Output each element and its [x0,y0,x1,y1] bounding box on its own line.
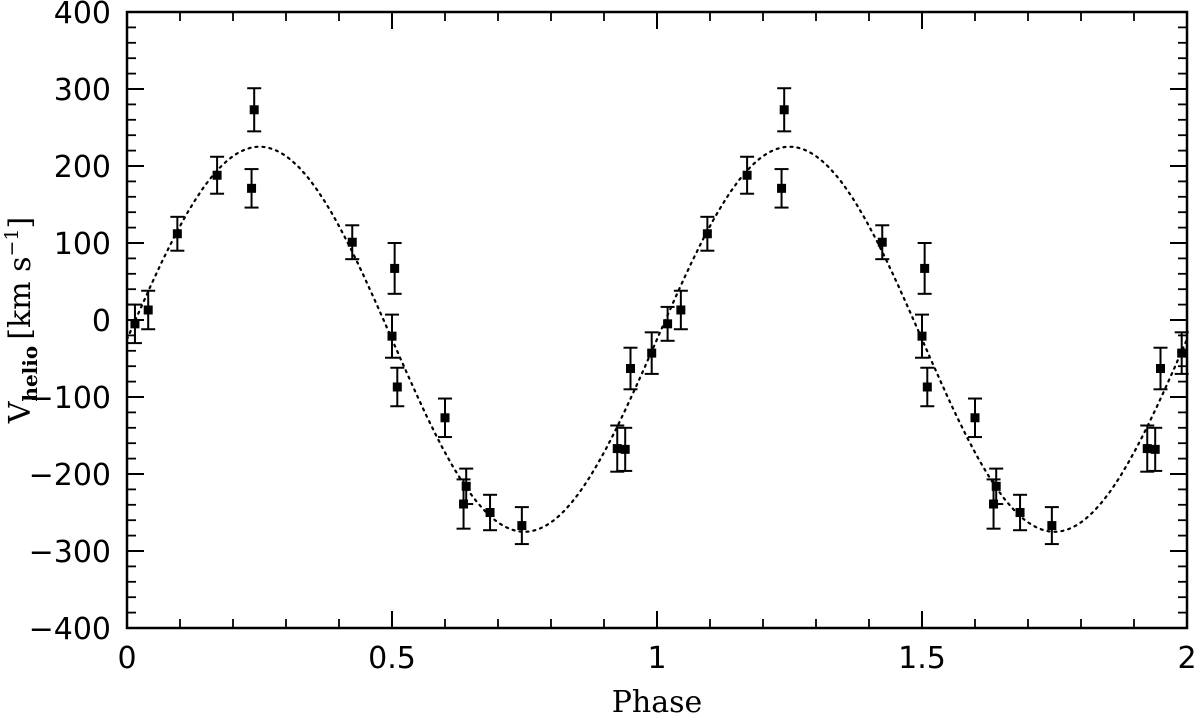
data-point [644,331,659,375]
y-axis-subscript: helio [18,346,42,402]
point-marker [612,444,622,454]
point-marker [742,170,752,180]
point-marker [517,521,527,531]
point-marker [663,319,673,329]
point-marker [461,481,471,491]
x-axis-title: Phase [612,685,703,716]
data-point [127,303,142,345]
data-point [483,493,498,532]
point-marker [347,237,357,247]
data-point [1148,426,1163,472]
point-marker [247,183,257,193]
y-axis-title: Vhelio [km s−1] [1,217,42,425]
data-point [673,289,688,331]
data-point [660,305,675,342]
data-point [917,242,932,295]
y-tick-label: −100 [29,381,111,416]
data-point [1013,493,1028,532]
x-tick-label: 2 [1177,641,1196,676]
axis-ticks-layer [126,11,1188,629]
point-marker [130,319,140,329]
point-marker [777,183,787,193]
y-axis-bracket-close: ] [3,217,38,229]
data-point [438,397,452,439]
fit-curve-layer [125,145,1189,533]
data-point [618,426,633,472]
y-axis-symbol: V [3,400,38,424]
point-marker [392,382,402,392]
fit-curve [125,145,1189,533]
point-marker [172,229,182,239]
y-tick-label: −200 [29,458,111,493]
y-tick-label: 300 [54,73,111,108]
data-point [1153,346,1168,391]
y-tick-label: 400 [54,0,111,31]
x-tick-label: 1 [647,641,666,676]
data-point [777,87,792,133]
point-marker [920,263,930,273]
x-tick-label: 0 [117,641,136,676]
point-marker [991,481,1001,491]
point-marker [676,305,686,315]
data-point [915,313,929,359]
y-tick-label: −300 [29,535,111,570]
point-marker [1142,444,1152,454]
point-marker [1156,364,1165,374]
point-marker [212,170,222,180]
data-point [459,467,474,506]
point-marker [620,444,630,454]
point-marker [702,229,712,239]
x-tick-label: 1.5 [898,641,946,676]
point-marker [1177,348,1187,358]
point-marker [917,331,927,341]
data-point [875,224,890,261]
data-point [210,155,225,195]
point-marker [1047,521,1057,531]
point-marker [1150,444,1160,454]
point-marker [626,364,635,374]
y-axis-bracket-open: [ [3,328,38,340]
point-marker [1015,508,1025,517]
data-point [514,506,529,546]
data-point [740,155,755,195]
data-point [623,346,638,391]
y-tick-label: 200 [54,150,111,185]
tick-labels-layer: 0 0.5 1 1.5 2 400 300 200 100 0 −100 −200 −300 −400 [29,0,1197,676]
point-marker [440,413,450,423]
point-marker [143,305,153,315]
data-point [989,467,1004,506]
y-axis-unit: km s [3,256,38,328]
data-points-layer [127,87,1189,546]
x-tick-label: 0.5 [368,641,416,676]
data-point [774,168,789,209]
y-axis-superscript: −1 [1,228,23,256]
data-point [387,242,402,295]
point-marker [877,237,887,247]
point-marker [390,263,400,273]
y-tick-label: 0 [92,304,111,339]
point-marker [485,508,495,517]
data-point [968,397,982,439]
data-point [345,224,360,261]
data-point [920,366,935,408]
point-marker [249,105,259,115]
data-point [170,215,185,252]
point-marker [387,331,397,341]
y-tick-label: −400 [29,612,111,647]
data-point [390,366,405,408]
data-point [385,313,399,359]
data-point [700,215,715,252]
data-point [141,289,156,331]
data-point [1044,506,1059,546]
plot-frame [125,10,1189,630]
point-marker [970,413,980,423]
data-point [247,87,262,133]
point-marker [647,348,657,358]
y-tick-label: 100 [54,227,111,262]
point-marker [779,105,789,115]
data-point [244,168,259,209]
point-marker [922,382,932,392]
